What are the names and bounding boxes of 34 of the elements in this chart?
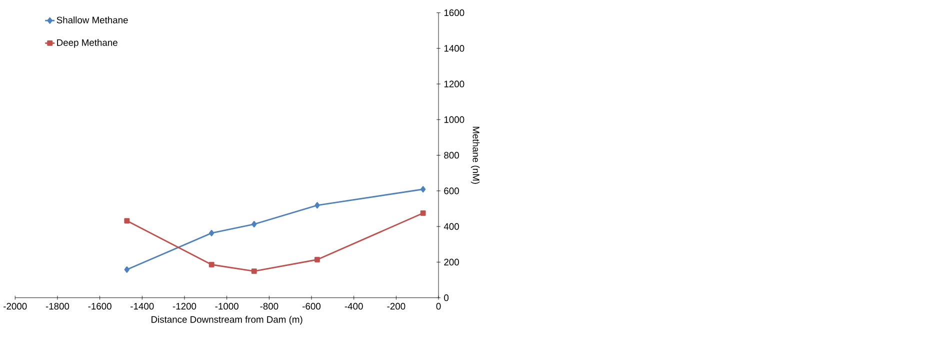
y-tick-label: 400 bbox=[444, 223, 459, 230]
point bbox=[420, 210, 426, 216]
x-tick-label: 0 bbox=[436, 302, 441, 310]
x-tick-label: -600 bbox=[302, 302, 321, 310]
x-axis-title: Distance Downstream from Dam (m) bbox=[152, 316, 302, 325]
y-tick-label: 200 bbox=[444, 258, 459, 266]
x-tick-label: -1600 bbox=[88, 302, 112, 310]
point bbox=[314, 202, 320, 209]
legend-label: Shallow Methane bbox=[56, 16, 128, 24]
point bbox=[252, 221, 257, 228]
point bbox=[314, 256, 320, 262]
y-tick-label: 1000 bbox=[444, 116, 464, 123]
x-tick-label: -200 bbox=[387, 302, 406, 310]
point bbox=[208, 262, 214, 268]
y-tick-label: 0 bbox=[444, 294, 449, 302]
y-tick-label: 1600 bbox=[444, 9, 464, 16]
y-tick-label: 1200 bbox=[444, 80, 464, 88]
x-tick-label: -1000 bbox=[215, 302, 238, 310]
point bbox=[124, 266, 130, 273]
x-tick-label: -800 bbox=[260, 302, 278, 310]
point bbox=[124, 218, 130, 224]
y-tick-label: 1400 bbox=[444, 45, 464, 52]
point bbox=[251, 268, 257, 274]
x-tick-label: -400 bbox=[344, 302, 363, 310]
x-tick-label: -2000 bbox=[4, 302, 27, 310]
x-tick-label: -1800 bbox=[46, 302, 70, 310]
y-axis-title: Methane (nM) bbox=[470, 126, 480, 184]
x-tick-label: -1200 bbox=[172, 302, 196, 310]
x-tick-label: -1400 bbox=[130, 302, 154, 310]
point bbox=[420, 186, 426, 193]
y-tick-label: 800 bbox=[444, 152, 459, 159]
y-tick-label: 600 bbox=[444, 188, 459, 194]
legend-label: Deep Methane bbox=[57, 39, 118, 48]
point bbox=[208, 230, 214, 236]
